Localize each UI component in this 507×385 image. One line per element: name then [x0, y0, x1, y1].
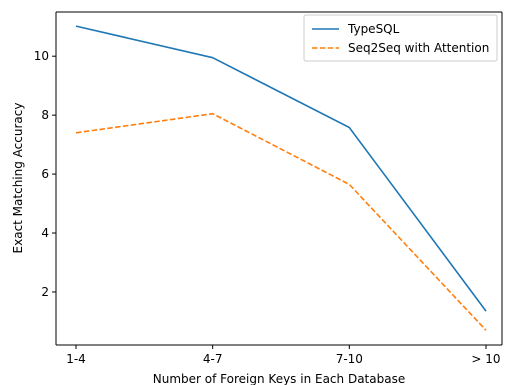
legend-label-typesql: TypeSQL — [347, 22, 400, 36]
x-tick-label: 1-4 — [66, 352, 86, 366]
y-axis-label: Exact Matching Accuracy — [11, 103, 25, 254]
series-line-typesql — [75, 25, 487, 312]
y-axis-ticks: 2 4 6 8 10 — [34, 49, 56, 299]
x-tick-label: 4-7 — [203, 352, 223, 366]
y-tick-label: 6 — [41, 167, 49, 181]
y-tick-label: 4 — [41, 226, 49, 240]
x-axis-label: Number of Foreign Keys in Each Database — [153, 372, 405, 385]
legend: TypeSQL Seq2Seq with Attention — [303, 14, 498, 62]
x-tick-label: 7-10 — [336, 352, 363, 366]
legend-box — [303, 14, 498, 62]
series-line-seq2seq — [75, 112, 487, 331]
legend-label-seq2seq: Seq2Seq with Attention — [348, 41, 489, 55]
series-lines — [75, 25, 487, 331]
y-tick-label: 2 — [41, 285, 49, 299]
plot-frame — [55, 11, 503, 346]
x-axis-ticks: 1-4 4-7 7-10 > 10 — [66, 345, 501, 366]
y-tick-label: 10 — [34, 49, 49, 63]
x-tick-label: > 10 — [471, 352, 500, 366]
y-tick-label: 8 — [41, 108, 49, 122]
